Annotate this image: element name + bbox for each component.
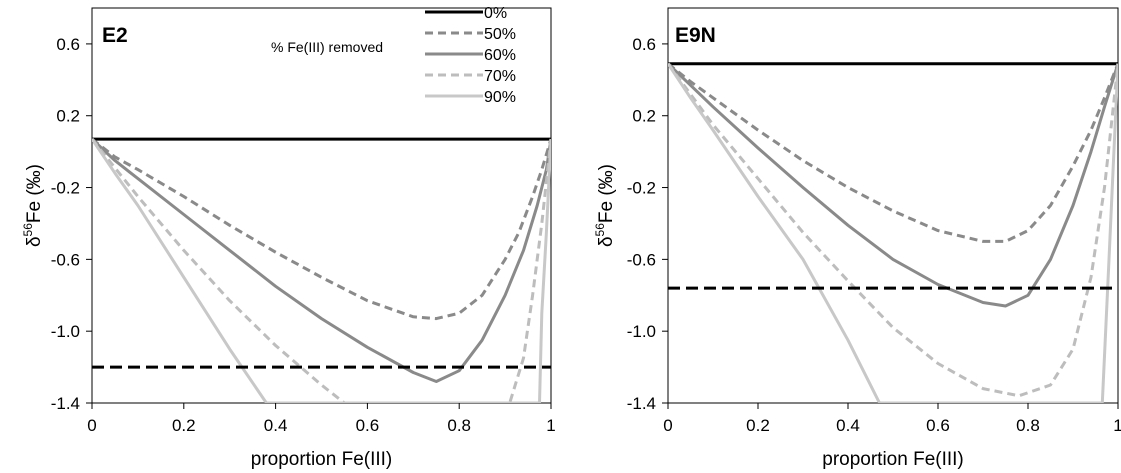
y-tick-label: -1.4 — [51, 394, 80, 413]
y-tick-label: -1.4 — [627, 394, 656, 413]
plot-area — [92, 137, 551, 403]
y-tick-label: -1.0 — [51, 322, 80, 341]
x-tick-label: 0.6 — [356, 416, 380, 435]
x-tick-label: 0 — [87, 416, 96, 435]
y-axis-label-rest: Fe (‰) — [24, 164, 45, 223]
y-tick-label: -0.2 — [51, 179, 80, 198]
y-axis-label-rest: Fe (‰) — [596, 164, 617, 223]
y-axis-label-main: δ — [596, 236, 617, 247]
chart-panel-0: -1.4 -1.0 -0.6 -0.2 0.2 0.6 0 0.2 0.4 0.6 0.8 1 E2 pr… — [21, 5, 556, 470]
x-tick-label: 0 — [663, 416, 672, 435]
plot-frame — [91, 7, 552, 404]
y-tick-label: -1.0 — [627, 322, 656, 341]
series-line-70pct — [92, 138, 551, 403]
y-tick-label: -0.6 — [51, 250, 80, 269]
y-tick-label: -0.2 — [627, 179, 656, 198]
x-tick-label: 0.6 — [926, 416, 950, 435]
panel-title: E9N — [675, 24, 716, 47]
y-tick-label: 0.2 — [632, 107, 656, 126]
legend-label-50pct: 50% — [484, 26, 516, 43]
series-line-90pct — [668, 62, 1118, 403]
y-tick-label: 0.6 — [56, 35, 80, 54]
y-tick-label: -0.6 — [627, 250, 656, 269]
legend-label-90pct: 90% — [484, 89, 516, 106]
x-axis-label: proportion Fe(III) — [822, 449, 964, 470]
x-tick-label: 0.4 — [264, 416, 288, 435]
x-tick-label: 0.2 — [172, 416, 196, 435]
y-axis-label-sup: 56 — [593, 223, 607, 237]
legend-title: % Fe(III) removed — [271, 39, 383, 55]
y-axis-label: δ56Fe (‰) — [593, 164, 617, 247]
x-axis-label: proportion Fe(III) — [251, 449, 393, 470]
x-tick-label: 0.8 — [1016, 416, 1040, 435]
x-tick-label: 0.4 — [836, 416, 860, 435]
series-line-60pct — [668, 62, 1118, 308]
series-line-60pct — [92, 138, 551, 383]
x-tick-label: 0.8 — [447, 416, 471, 435]
series-line-90pct — [92, 138, 551, 403]
x-tick-label: 1 — [546, 416, 555, 435]
series-line-50pct — [668, 62, 1118, 243]
y-axis-label-sup: 56 — [21, 223, 35, 237]
x-tick-label: 1 — [1113, 416, 1121, 435]
x-tick-label: 0.2 — [746, 416, 770, 435]
series-line-50pct — [92, 137, 551, 321]
legend-label-70pct: 70% — [484, 68, 516, 85]
legend: 0% 50% 60% 70% 90% % Fe(III) removed — [271, 5, 516, 106]
y-tick-label: 0.2 — [56, 107, 80, 126]
legend-label-60pct: 60% — [484, 47, 516, 64]
y-tick-label: 0.6 — [632, 35, 656, 54]
chart-panel-1: -1.4 -1.0 -0.6 -0.2 0.2 0.6 0 0.2 0.4 0.6 0.8 1 E9N p… — [593, 7, 1121, 470]
panel-title: E2 — [102, 24, 128, 47]
y-axis-label: δ56Fe (‰) — [21, 164, 45, 247]
plot-area — [668, 62, 1118, 403]
y-axis-label-main: δ — [24, 236, 45, 247]
legend-label-0pct: 0% — [484, 5, 507, 22]
